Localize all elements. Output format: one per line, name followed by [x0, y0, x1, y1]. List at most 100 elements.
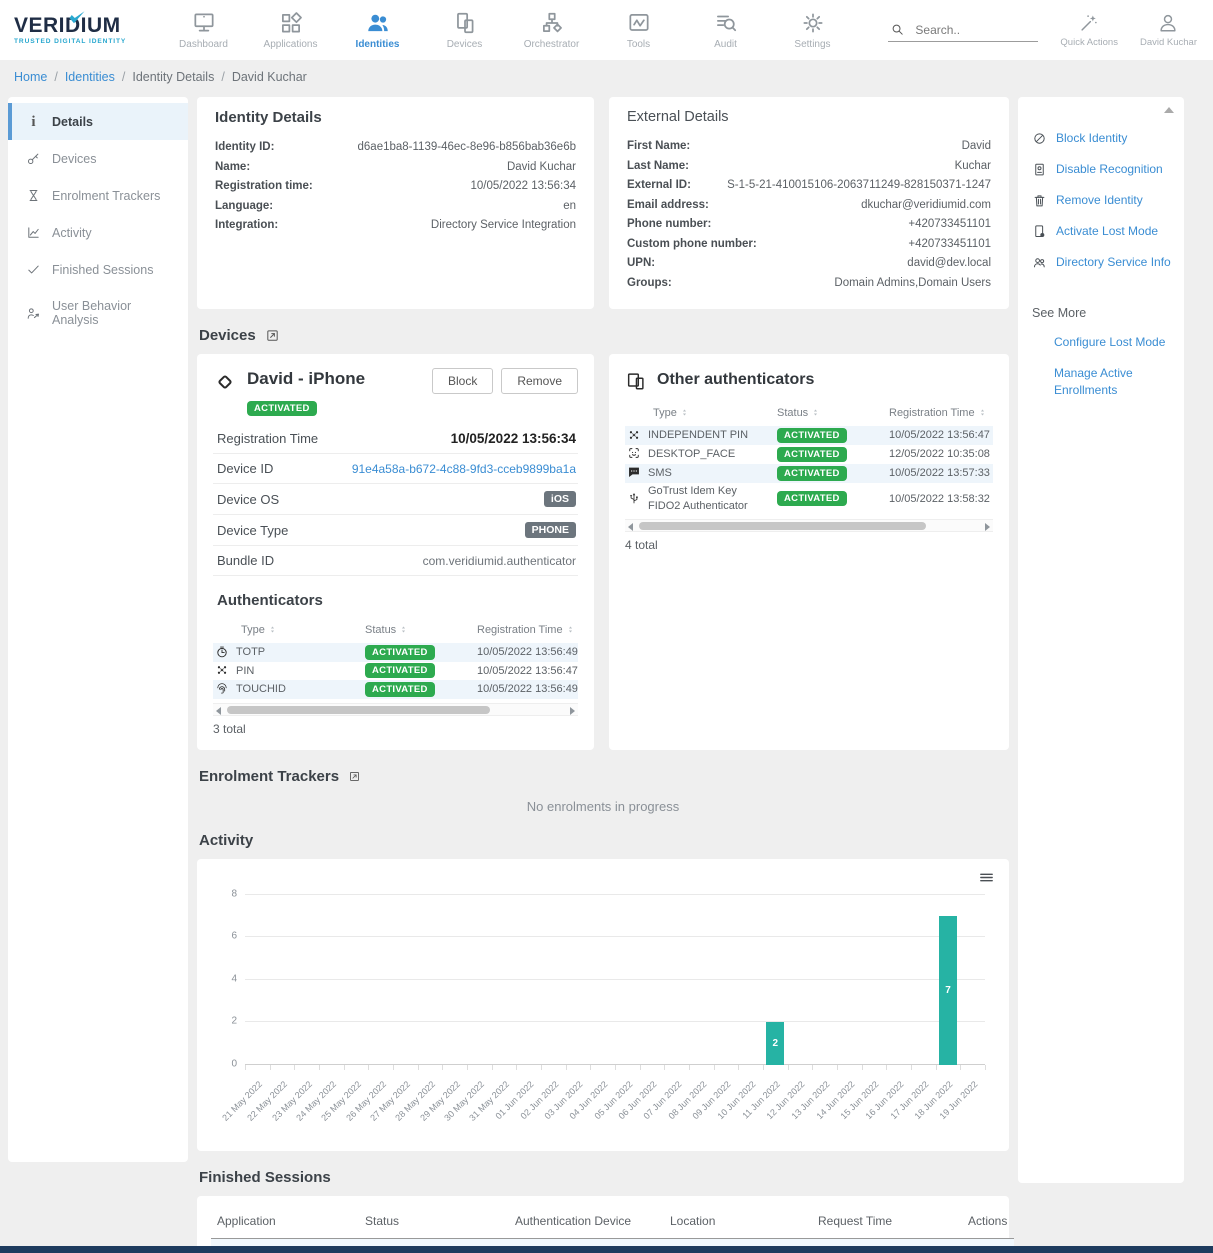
gridline: 4 [231, 973, 985, 984]
action-block-identity[interactable]: Block Identity [1032, 131, 1174, 146]
column-header-type[interactable]: Type [625, 402, 775, 426]
sidebar-item-user-behavior-analysis[interactable]: User Behavior Analysis [8, 288, 188, 338]
status-badge: ACTIVATED [777, 491, 847, 507]
link-manage-active-enrollments[interactable]: Manage Active Enrollments [1054, 366, 1133, 397]
sidebar-item-label: Devices [52, 151, 97, 166]
authenticator-type-label: GoTrust Idem Key FIDO2 Authenticator [648, 485, 748, 512]
nav-label: Identities [355, 39, 400, 50]
sidebar-item-details[interactable]: i Details [8, 103, 188, 140]
field-label: First Name: [627, 140, 691, 152]
authenticator-status: ACTIVATED [363, 680, 475, 699]
action-activate-lost-mode[interactable]: Activate Lost Mode [1032, 224, 1174, 239]
finished-sessions-title: Finished Sessions [199, 1168, 331, 1186]
nav-settings[interactable]: Settings [775, 10, 850, 50]
scroll-up-arrow[interactable] [1164, 107, 1174, 113]
sidebar-item-label: Details [52, 114, 93, 129]
fingerprint-icon [215, 682, 229, 696]
device-detail-label: Device Type [217, 522, 289, 538]
nav-devices[interactable]: Devices [427, 10, 502, 50]
authenticator-type-label: INDEPENDENT PIN [648, 429, 749, 442]
sidebar-item-finished-sessions[interactable]: Finished Sessions [8, 251, 188, 288]
action-directory-service-info[interactable]: Directory Service Info [1032, 255, 1174, 270]
action-disable-recognition[interactable]: Disable Recognition [1032, 162, 1174, 177]
device-detail-registration-time: Registration Time 10/05/2022 13:56:34 [213, 424, 578, 454]
trash-icon [1032, 193, 1047, 208]
scroll-left-arrow[interactable] [628, 523, 633, 532]
nav-orchestrator[interactable]: Orchestrator [514, 10, 589, 50]
sidebar-item-enrolment-trackers[interactable]: Enrolment Trackers [8, 177, 188, 214]
sort-icon[interactable] [680, 408, 689, 417]
external-field-row: First Name: David [627, 137, 991, 157]
column-header-status[interactable]: Status [363, 619, 475, 643]
breadcrumb-identities[interactable]: Identities [64, 70, 115, 84]
sort-icon[interactable] [811, 408, 820, 417]
scroll-left-arrow[interactable] [216, 706, 221, 715]
scroll-thumb[interactable] [227, 705, 490, 714]
breadcrumb-home[interactable]: Home [14, 70, 48, 84]
x-axis-tick [763, 1064, 764, 1070]
nav-identities[interactable]: Identities [340, 10, 415, 50]
block-icon [1032, 131, 1047, 146]
remove-device-button[interactable]: Remove [501, 368, 578, 394]
action-label: Remove Identity [1056, 193, 1143, 207]
sidebar-item-devices[interactable]: Devices [8, 140, 188, 177]
column-header-registration-time[interactable]: Registration Time [887, 402, 993, 426]
action-remove-identity[interactable]: Remove Identity [1032, 193, 1174, 208]
authenticators-total: 3 total [213, 721, 246, 736]
link-configure-lost-mode[interactable]: Configure Lost Mode [1054, 335, 1166, 349]
column-header-type[interactable]: Type [213, 619, 363, 643]
authenticator-type: INDEPENDENT PIN [625, 426, 775, 445]
activity-chart-panel: 0 2 4 6 8 2 7 21 May 2022 22 May 2022 23 May 202… [197, 858, 1009, 1151]
bar-11-jun-2022[interactable]: 2 [766, 1022, 785, 1065]
nav-applications[interactable]: Applications [253, 10, 328, 50]
scroll-thumb[interactable] [639, 522, 927, 531]
block-device-button[interactable]: Block [431, 368, 494, 394]
nav-tools[interactable]: Tools [601, 10, 676, 50]
device-detail-value[interactable]: 91e4a58a-b672-4c88-9fd3-cceb9899ba1a [351, 461, 576, 476]
search-input[interactable] [915, 22, 1026, 37]
device-device-os-badge: iOS [543, 491, 576, 507]
nav-audit[interactable]: Audit [688, 10, 763, 50]
scroll-right-arrow[interactable] [570, 706, 575, 715]
x-axis-tick [467, 1064, 468, 1070]
sort-icon[interactable] [978, 408, 987, 417]
x-axis-tick [738, 1064, 740, 1070]
column-label: Registration Time [889, 407, 975, 419]
identity-details-panel: Identity Details Identity ID: d6ae1ba8-11… [197, 97, 594, 309]
sidebar-item-label: Enrolment Trackers [52, 188, 161, 203]
status-badge: ACTIVATED [365, 681, 435, 697]
action-label: Activate Lost Mode [1056, 224, 1159, 238]
identity-field-row: Integration: Directory Service Integratio… [215, 216, 576, 236]
authenticator-registration-time: 12/05/2022 10:35:08 [889, 448, 990, 461]
sort-icon[interactable] [399, 625, 408, 634]
field-value: David Kuchar [506, 160, 576, 173]
sidebar-item-activity[interactable]: Activity [8, 214, 188, 251]
column-label: Status [777, 407, 809, 419]
column-header-registration-time[interactable]: Registration Time [475, 619, 578, 643]
identity-field-row: Registration time: 10/05/2022 13:56:34 [215, 177, 576, 197]
phonelost-icon [1032, 224, 1047, 239]
other-authenticator-row: GoTrust Idem Key FIDO2 Authenticator ACTI… [625, 483, 993, 516]
breadcrumb-separator: / [221, 70, 225, 84]
devices-open-icon[interactable] [265, 328, 280, 343]
user-menu[interactable]: David Kuchar [1140, 12, 1197, 48]
enrolment-open-icon[interactable] [348, 770, 361, 783]
x-axis-tick [294, 1064, 296, 1070]
scroll-right-arrow[interactable] [985, 523, 990, 532]
nav-dashboard[interactable]: Dashboard [166, 10, 241, 50]
bar-18-jun-2022[interactable]: 7 [939, 915, 957, 1065]
status-badge: ACTIVATED [777, 465, 847, 481]
search-icon[interactable] [890, 22, 905, 37]
quick-actions-button[interactable]: Quick Actions [1060, 12, 1118, 48]
chart-menu-icon[interactable] [978, 869, 995, 886]
authenticator-type: GoTrust Idem Key FIDO2 Authenticator [625, 483, 775, 516]
other-authenticator-row: SMS ACTIVATED 10/05/2022 13:57:33 [625, 463, 993, 483]
sessions-column-application: Application [211, 1203, 359, 1239]
field-label: Groups: [627, 276, 672, 289]
column-header-status[interactable]: Status [775, 402, 887, 426]
x-axis-tick [245, 1064, 246, 1070]
sort-icon[interactable] [566, 625, 575, 634]
sort-icon[interactable] [268, 625, 277, 634]
device-detail-label: Bundle ID [217, 553, 275, 568]
